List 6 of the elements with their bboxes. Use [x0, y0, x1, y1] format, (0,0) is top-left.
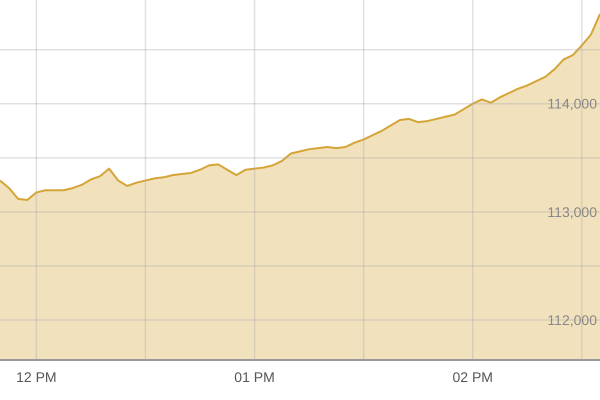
x-tick-label: 02 PM [452, 368, 493, 385]
x-tick-label: 12 PM [16, 368, 57, 385]
y-tick-label: 112,000 [547, 312, 598, 328]
y-tick-label: 114,000 [547, 96, 598, 112]
y-tick-label: 113,000 [547, 204, 598, 220]
x-tick-label: 01 PM [234, 368, 275, 385]
